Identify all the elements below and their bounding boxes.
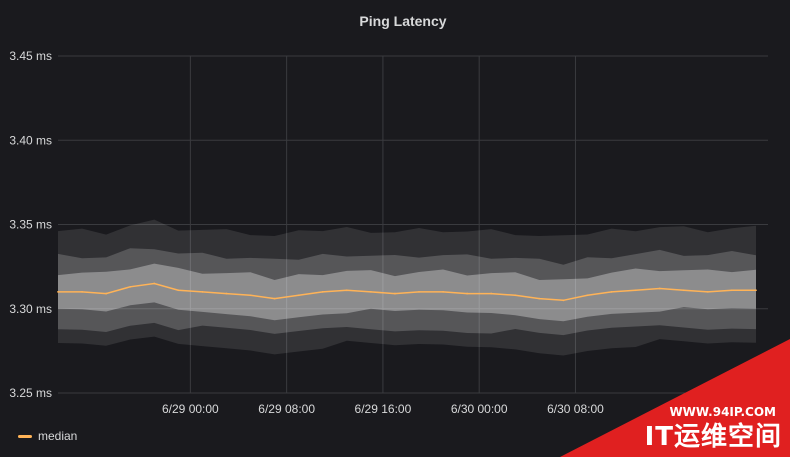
grid xyxy=(58,55,768,394)
median-point xyxy=(658,287,661,290)
median-point xyxy=(706,291,709,293)
median-point xyxy=(394,292,396,295)
median-point xyxy=(586,294,589,297)
median-point xyxy=(81,291,83,293)
median-point xyxy=(177,289,180,292)
median-point xyxy=(755,289,757,292)
y-axis-ticks: 3.25 ms 3.30 ms 3.35 ms 3.40 ms 3.45 ms xyxy=(9,49,52,400)
median-point xyxy=(321,291,324,293)
median-point xyxy=(538,297,541,300)
legend-swatch-median xyxy=(18,434,32,438)
median-point xyxy=(201,291,204,293)
median-point xyxy=(249,294,252,297)
watermark-url: WWW.94IP.COM xyxy=(669,405,776,419)
watermark-background xyxy=(560,339,790,457)
watermark: WWW.94IP.COM IT运维空间 xyxy=(560,339,790,457)
median-point xyxy=(442,291,444,293)
median-point xyxy=(562,299,565,302)
distribution-bands xyxy=(58,219,756,356)
distribution-band xyxy=(58,248,756,336)
legend-label-median[interactable]: median xyxy=(38,429,78,443)
chart-title: Ping Latency xyxy=(359,13,446,29)
median-point xyxy=(345,289,348,292)
median-line xyxy=(58,282,756,302)
median-point xyxy=(610,291,613,293)
x-axis-ticks: 6/29 00:00 6/29 08:00 6/29 16:00 6/30 00:00… xyxy=(162,402,604,416)
x-tick-label: 6/29 16:00 xyxy=(355,402,412,416)
x-tick-label: 6/29 00:00 xyxy=(162,402,219,416)
median-point xyxy=(57,291,59,293)
median-point xyxy=(153,282,156,285)
median-point xyxy=(634,289,637,292)
median-point xyxy=(730,289,733,292)
x-tick-label: 6/29 08:00 xyxy=(258,402,315,416)
median-point xyxy=(418,291,420,293)
watermark-name: IT运维空间 xyxy=(644,422,782,452)
y-tick-label: 3.35 ms xyxy=(9,218,52,232)
y-tick-label: 3.45 ms xyxy=(9,49,52,63)
median-point xyxy=(297,294,300,297)
median-point xyxy=(369,291,372,293)
median-point xyxy=(273,297,276,300)
median-point xyxy=(466,292,469,295)
median-point xyxy=(225,292,228,295)
median-series xyxy=(57,282,757,302)
y-tick-label: 3.40 ms xyxy=(9,133,52,147)
median-point xyxy=(514,294,517,297)
median-point xyxy=(105,292,108,295)
median-point xyxy=(490,292,493,295)
median-point xyxy=(129,285,132,288)
x-tick-label: 6/30 00:00 xyxy=(451,402,508,416)
y-tick-label: 3.30 ms xyxy=(9,302,52,316)
legend[interactable]: median xyxy=(18,429,77,443)
distribution-band xyxy=(58,219,756,356)
median-point xyxy=(682,289,685,292)
y-tick-label: 3.25 ms xyxy=(9,386,52,400)
